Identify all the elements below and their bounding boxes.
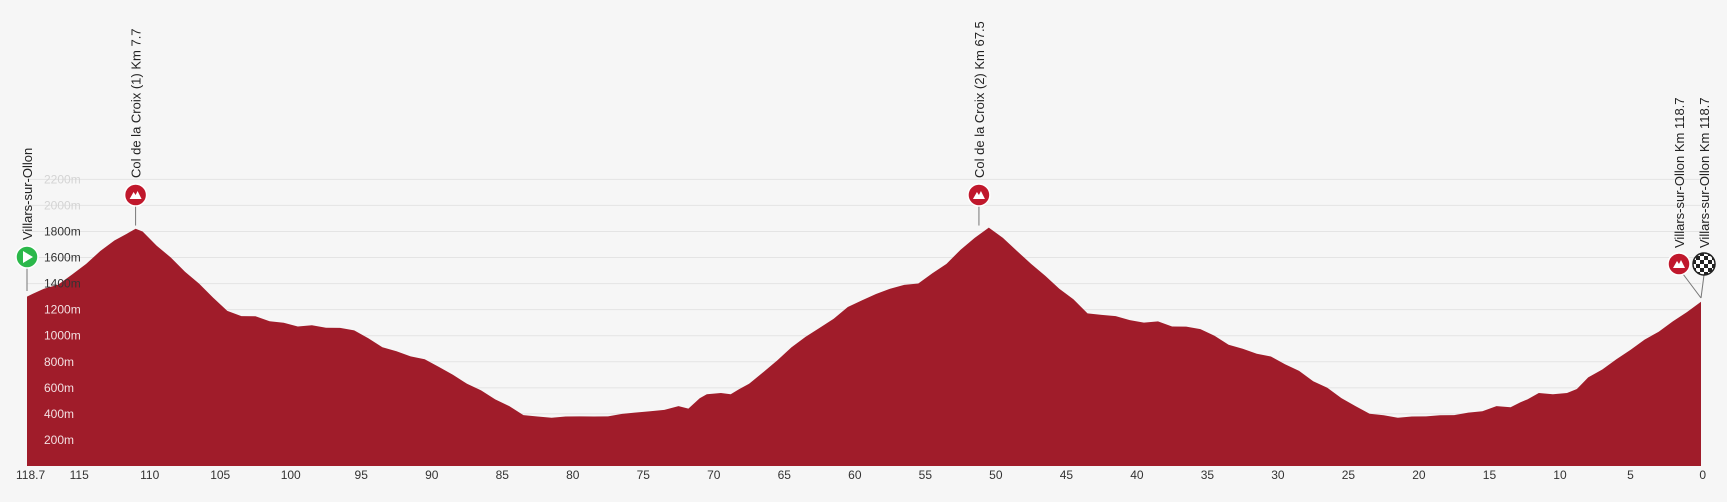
x-tick-label: 0 xyxy=(1699,468,1706,482)
x-tick-label: 55 xyxy=(919,468,933,482)
x-tick-label: 20 xyxy=(1412,468,1426,482)
finish-flag-icon xyxy=(1692,252,1716,276)
x-tick-label: 5 xyxy=(1627,468,1634,482)
finish-climb-icon xyxy=(1667,252,1691,276)
start-label: Villars-sur-Ollon xyxy=(20,148,35,240)
y-tick-label: 1200m xyxy=(44,303,81,317)
finish-label: Villars-sur-Ollon Km 118.7 xyxy=(1697,97,1712,248)
x-tick-label: 90 xyxy=(425,468,439,482)
route-markers: Villars-sur-Ollon Col de la Croix (1) Km … xyxy=(15,21,1716,299)
y-axis-labels: 200m 400m 600m 800m 1000m 1200m 1400m 1600m 1800… xyxy=(44,172,81,447)
y-tick-label: 1400m xyxy=(44,277,81,291)
climb-icon xyxy=(123,183,148,207)
x-tick-label: 100 xyxy=(281,468,301,482)
mountain-glyph xyxy=(972,191,985,199)
start-icon xyxy=(15,245,39,269)
x-tick-label: 35 xyxy=(1201,468,1215,482)
x-tick-label: 115 xyxy=(70,468,89,482)
mountain-glyph xyxy=(1673,260,1685,268)
x-tick-label: 25 xyxy=(1342,468,1356,482)
x-tick-label: 85 xyxy=(496,468,510,482)
x-tick-label: 45 xyxy=(1060,468,1074,482)
x-tick-label: 10 xyxy=(1553,468,1567,482)
climb-icon xyxy=(967,183,991,207)
x-tick-label: 70 xyxy=(707,468,721,482)
finish-climb-label: Villars-sur-Ollon Km 118.7 xyxy=(1672,97,1687,248)
x-tick-label: 118.7 xyxy=(16,468,45,482)
climb-label: Col de la Croix (2) Km 67.5 xyxy=(972,21,987,178)
y-tick-label: 1600m xyxy=(44,251,81,265)
climb-label: Col de la Croix (1) Km 7.7 xyxy=(129,28,144,178)
x-tick-label: 30 xyxy=(1271,468,1285,482)
marker-connector xyxy=(1682,273,1702,299)
y-tick-label: 1800m xyxy=(44,224,81,238)
y-tick-label: 200m xyxy=(44,433,74,447)
y-tick-label: 1000m xyxy=(44,329,81,343)
mountain-glyph xyxy=(129,191,142,199)
x-tick-label: 60 xyxy=(848,468,862,482)
x-tick-label: 40 xyxy=(1130,468,1144,482)
y-tick-label: 800m xyxy=(44,355,74,369)
x-tick-label: 15 xyxy=(1483,468,1497,482)
x-tick-label: 110 xyxy=(140,468,159,482)
x-tick-label: 80 xyxy=(566,468,580,482)
x-tick-label: 75 xyxy=(637,468,651,482)
y-tick-label: 600m xyxy=(44,381,74,395)
marker-connector xyxy=(1700,274,1705,299)
x-tick-label: 95 xyxy=(355,468,369,482)
x-tick-label: 65 xyxy=(778,468,792,482)
x-axis-labels: 118.7 115 110 105 100 95 90 85 80 75 70 65 60 55 50 45 4… xyxy=(16,468,1706,482)
y-tick-label: 2000m xyxy=(44,198,81,212)
x-tick-label: 105 xyxy=(210,468,230,482)
checkered-glyph xyxy=(1693,253,1715,275)
y-tick-label: 2200m xyxy=(44,172,81,186)
x-tick-label: 50 xyxy=(989,468,1003,482)
y-tick-label: 400m xyxy=(44,407,74,421)
play-glyph xyxy=(23,251,33,263)
elevation-area xyxy=(27,227,1701,466)
